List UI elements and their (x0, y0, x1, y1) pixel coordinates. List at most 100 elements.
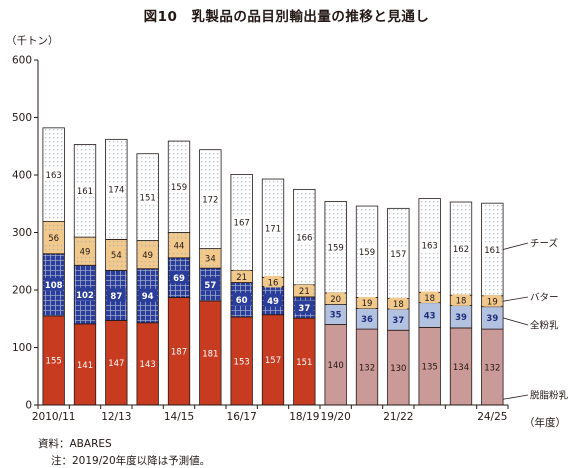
data-label-2-11: 18 (393, 300, 404, 310)
series-leader-line-1 (502, 317, 529, 326)
whole-milk-label-box-12 (420, 308, 439, 321)
butter-label-box-14 (483, 295, 502, 307)
data-label-2-3: 49 (142, 251, 153, 261)
data-label-3-12: 163 (422, 242, 438, 252)
data-label-0-5: 181 (202, 349, 218, 359)
data-label-2-13: 18 (456, 297, 467, 307)
cheese-label-box-2 (107, 182, 126, 195)
y-tick-label-200: 200 (12, 285, 32, 297)
data-label-0-4: 187 (171, 348, 187, 358)
cheese-label-box-3 (138, 190, 157, 203)
butter-label-box-11 (389, 297, 408, 310)
series-leader-line-3 (502, 242, 529, 250)
chart-title: 図10 乳製品の品目別輸出量の推移と見通し (143, 9, 430, 25)
data-label-1-9: 35 (330, 311, 342, 321)
whole-milk-label-box-5 (201, 277, 220, 291)
data-label-0-11: 130 (390, 364, 406, 374)
x-axis-unit: （年度） (524, 417, 566, 429)
y-axis-unit: （千トン） (6, 35, 59, 47)
butter-label-box-5 (201, 252, 220, 264)
data-label-3-1: 161 (77, 187, 93, 197)
data-label-0-7: 157 (265, 356, 281, 366)
data-label-0-12: 135 (422, 362, 438, 372)
whole-milk-label-box-1 (75, 287, 95, 301)
whole-milk-label-box-0 (44, 277, 63, 291)
butter-label-box-10 (358, 296, 376, 309)
x-tick-label-6: 16/17 (227, 411, 257, 423)
data-label-3-3: 151 (140, 193, 156, 203)
data-label-3-10: 159 (359, 248, 375, 258)
whole-milk-label-box-7 (263, 293, 283, 307)
data-label-1-14: 39 (486, 314, 498, 324)
data-label-1-4: 69 (173, 274, 185, 284)
data-label-2-4: 44 (174, 241, 185, 251)
cheese-label-box-14 (483, 242, 502, 255)
series-name-label-3: チーズ (530, 238, 559, 250)
whole-milk-label-box-14 (483, 311, 502, 324)
whole-milk-label-box-3 (138, 288, 157, 302)
cheese-label-box-12 (420, 238, 439, 251)
whole-milk-label-box-9 (326, 307, 345, 320)
butter-label-box-8 (295, 284, 314, 297)
y-tick-label-300: 300 (12, 227, 32, 239)
data-label-1-11: 37 (392, 316, 404, 326)
cheese-label-box-8 (295, 230, 314, 243)
y-tick-label-100: 100 (12, 342, 32, 354)
butter-label-box-3 (138, 248, 157, 261)
whole-milk-label-box-13 (452, 310, 470, 323)
whole-milk-label-box-11 (389, 313, 408, 326)
data-label-2-12: 18 (424, 294, 435, 304)
data-label-1-3: 94 (142, 292, 154, 302)
data-label-0-2: 147 (108, 359, 124, 369)
data-label-2-14: 19 (487, 298, 498, 308)
data-label-3-5: 172 (202, 195, 218, 205)
x-tick-label-0: 2010/11 (32, 411, 76, 423)
cheese-label-box-0 (44, 168, 63, 181)
data-label-0-6: 153 (234, 357, 250, 367)
series-name-label-2: バター (530, 293, 559, 304)
series-leader-line-0 (503, 394, 529, 400)
x-tick-label-8: 18/19 (289, 411, 319, 423)
y-tick-label-500: 500 (12, 112, 32, 124)
data-label-1-10: 36 (361, 315, 373, 325)
data-label-1-6: 60 (236, 296, 248, 306)
data-label-0-1: 141 (77, 361, 93, 371)
data-label-1-1: 102 (76, 291, 94, 301)
data-label-3-8: 166 (296, 233, 312, 243)
x-tick-label-9: 19/20 (321, 411, 351, 423)
cheese-label-box-5 (201, 192, 220, 205)
data-label-0-3: 143 (140, 360, 156, 370)
data-label-3-4: 159 (171, 183, 187, 193)
butter-label-box-13 (452, 294, 470, 306)
butter-label-box-4 (170, 239, 188, 251)
series-name-label-0: 脱脂粉乳 (530, 390, 569, 402)
data-label-2-8: 21 (299, 287, 310, 297)
data-label-1-0: 108 (45, 281, 63, 291)
butter-label-box-7 (264, 275, 282, 288)
butter-label-box-9 (326, 292, 345, 305)
data-label-3-14: 161 (484, 246, 500, 256)
data-label-0-13: 134 (453, 363, 469, 373)
data-label-0-8: 151 (296, 358, 312, 368)
data-label-1-7: 49 (267, 297, 279, 307)
data-label-1-12: 43 (424, 311, 436, 321)
data-label-0-14: 132 (484, 363, 500, 373)
data-label-3-2: 174 (108, 186, 124, 196)
whole-milk-label-box-6 (232, 292, 251, 306)
cheese-label-box-7 (264, 221, 282, 234)
data-label-3-11: 157 (390, 250, 406, 260)
data-label-3-0: 163 (46, 171, 62, 181)
x-tick-label-4: 14/15 (164, 411, 194, 423)
x-tick-label-2: 12/13 (101, 411, 131, 423)
cheese-label-box-10 (358, 245, 376, 258)
cheese-label-box-11 (389, 246, 408, 259)
data-label-2-7: 16 (268, 278, 279, 288)
butter-label-box-1 (76, 245, 94, 257)
whole-milk-label-box-10 (358, 312, 376, 325)
data-label-1-8: 37 (298, 304, 310, 314)
whole-milk-label-box-4 (169, 270, 189, 284)
data-label-0-0: 155 (46, 357, 62, 367)
data-label-2-0: 56 (48, 234, 59, 244)
data-label-2-5: 34 (205, 255, 216, 265)
